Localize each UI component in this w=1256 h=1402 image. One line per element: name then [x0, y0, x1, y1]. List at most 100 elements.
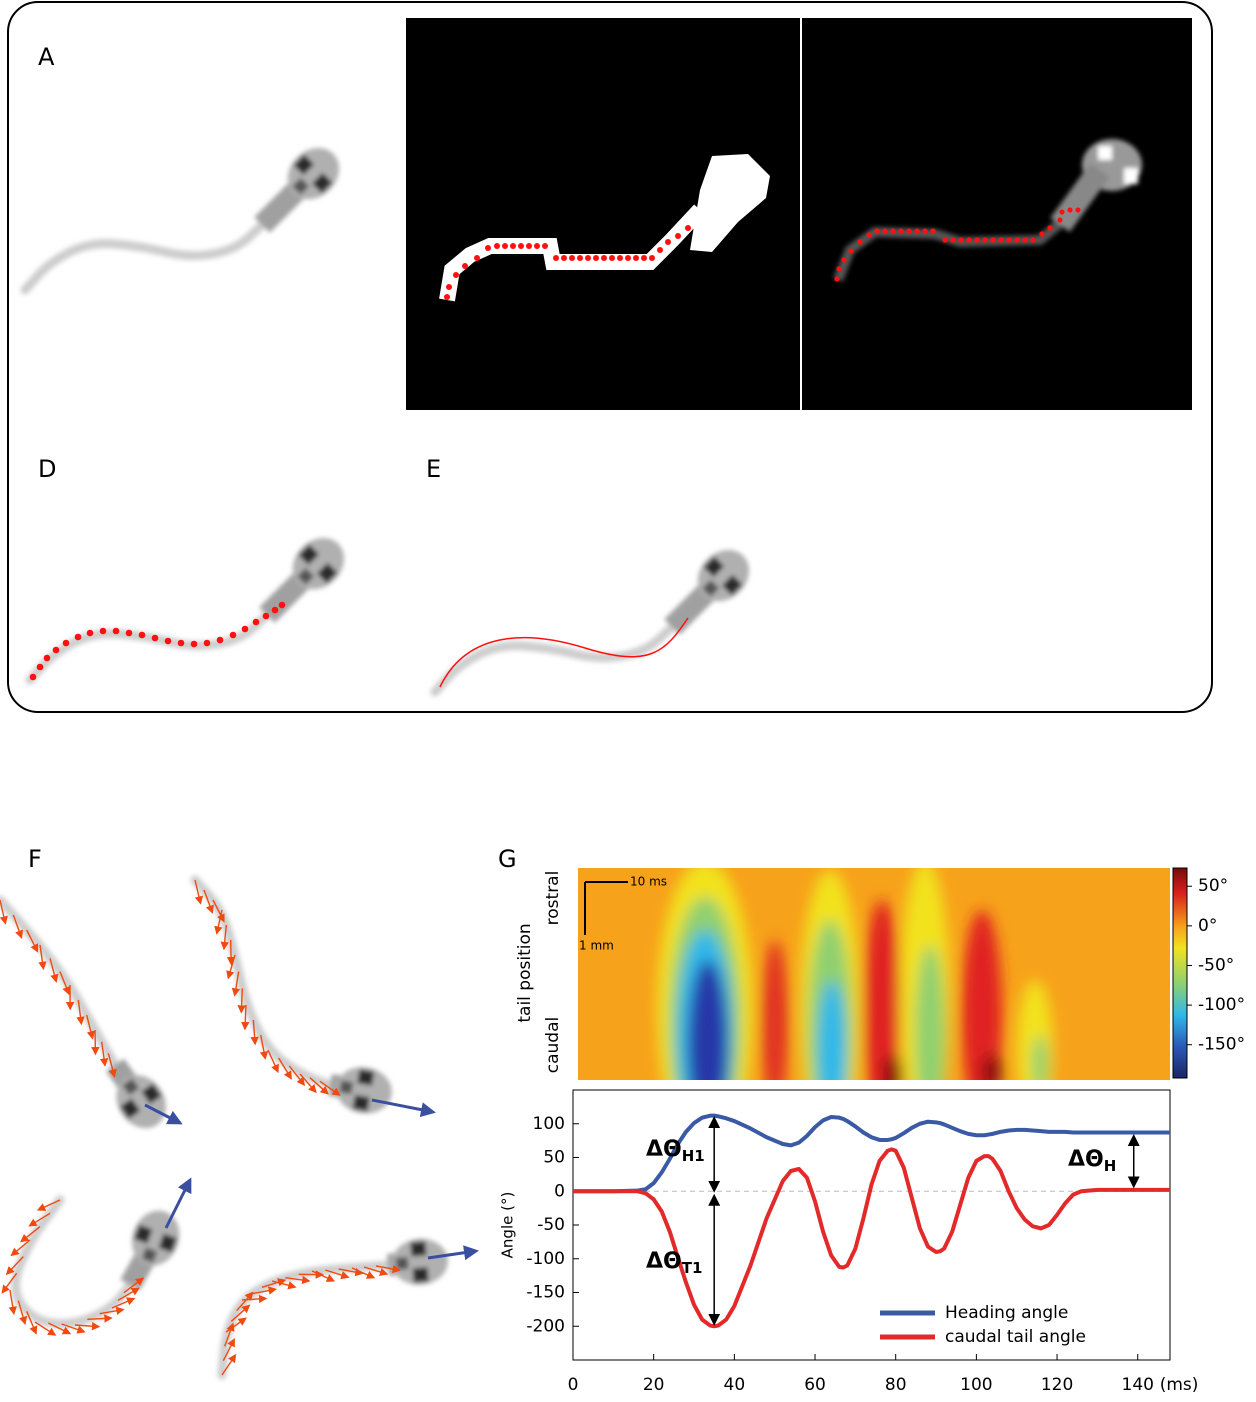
panel-label: G — [498, 845, 517, 873]
eye — [293, 154, 315, 175]
vector-arrow — [251, 1286, 277, 1295]
centerline-dot — [271, 606, 279, 614]
centerline-dot — [966, 237, 972, 243]
fish-tail — [190, 875, 335, 1090]
centerline-dot — [974, 237, 980, 243]
centerline-dot — [982, 237, 988, 243]
eye — [134, 1224, 153, 1244]
heading-arrow — [427, 1245, 479, 1261]
centerline-dot — [99, 627, 107, 635]
eye — [141, 1247, 158, 1263]
panel-c-image — [802, 18, 1192, 410]
centerline-dot — [930, 228, 936, 234]
centerline-dot — [518, 243, 524, 249]
vector-arrow — [285, 1275, 311, 1285]
annotation: ΔΘT1 — [646, 1249, 702, 1277]
fish-tail — [25, 610, 272, 685]
centerline-dot — [1075, 207, 1081, 213]
centerline-dot — [164, 637, 172, 645]
y-tick-label: -200 — [526, 1316, 565, 1336]
vector-arrow — [225, 1317, 247, 1333]
vector-arrow — [107, 1053, 117, 1078]
centerline-dot — [494, 243, 500, 249]
centerline-dot — [898, 228, 904, 234]
eye — [703, 556, 725, 577]
centerline-dot — [1039, 231, 1045, 237]
eye — [298, 544, 320, 565]
fish-head — [116, 1075, 166, 1129]
annotation-symbol: ΔΘ — [646, 1249, 682, 1274]
y-tick-label: 100 — [533, 1114, 565, 1134]
x-unit: (ms) — [1160, 1375, 1199, 1395]
vector-arrow — [85, 1014, 95, 1040]
vector-arrow — [76, 999, 85, 1026]
x-tick-label: 0 — [568, 1375, 579, 1395]
centerline-dot — [990, 237, 996, 243]
fish-head — [292, 537, 345, 590]
panel-label: C — [815, 43, 832, 71]
centerline-dot — [485, 245, 491, 251]
centerline-dot — [74, 633, 82, 641]
vector-arrow — [17, 1300, 28, 1326]
y-tick-label: -100 — [526, 1249, 565, 1269]
centerline-dot — [534, 243, 540, 249]
heading-arrow — [144, 1103, 183, 1125]
vector-arrow — [338, 1268, 364, 1277]
centerline-dot — [502, 243, 508, 249]
fish-body — [190, 875, 392, 1114]
centerline-dot — [241, 625, 249, 633]
head — [392, 1238, 448, 1285]
fish-images — [0, 147, 750, 1380]
vector-arrow — [20, 1226, 41, 1243]
centerline-dot — [609, 255, 615, 261]
centerline-dot — [665, 239, 671, 245]
centerline-dot — [1067, 207, 1073, 213]
vector-arrow — [231, 971, 241, 997]
vector-arrow — [222, 1338, 235, 1361]
annotation-subscript: T1 — [682, 1259, 703, 1277]
fish — [430, 549, 750, 697]
fish — [0, 895, 166, 1129]
vector-arrow — [212, 899, 225, 923]
vector-arrow — [241, 1004, 250, 1031]
vector-arrow — [87, 1314, 113, 1323]
centerline-dot — [278, 601, 286, 609]
centerline-dot — [906, 228, 912, 234]
centerline-dot — [1057, 217, 1063, 223]
centerline-dot — [125, 629, 133, 637]
centerline-dot — [585, 255, 591, 261]
vector-arrow — [259, 1034, 269, 1060]
centerline-dot — [1030, 237, 1036, 243]
x-tick-label: 100 — [960, 1375, 992, 1395]
panel-label: D — [38, 455, 56, 483]
vector-arrow — [194, 879, 204, 905]
centerline-dot — [510, 243, 516, 249]
eye — [410, 1241, 427, 1257]
eye — [395, 1256, 409, 1270]
colorbar-tick-label: -50° — [1198, 955, 1234, 975]
centerline-dot — [998, 237, 1004, 243]
vector-arrow — [99, 1041, 109, 1067]
centerline-dot — [617, 255, 623, 261]
fish — [190, 875, 392, 1114]
panel-label: A — [38, 43, 55, 71]
centerline-dot — [138, 631, 146, 639]
panel-label: E — [426, 455, 441, 483]
vector-arrow — [26, 929, 39, 953]
series-line — [573, 1113, 1170, 1194]
centerline-dot — [1006, 237, 1012, 243]
panel-label: F — [28, 845, 42, 873]
centerline-dot — [950, 237, 956, 243]
vector-arrow — [8, 1289, 17, 1316]
scale-bar — [584, 881, 628, 935]
fish-body — [430, 549, 750, 697]
colorbar-tick-label: -150° — [1198, 1035, 1245, 1055]
heading-arrow — [164, 1177, 192, 1229]
vector-arrow — [5, 1256, 24, 1276]
centerline-dot — [229, 631, 237, 639]
centerline-dot — [262, 612, 270, 620]
centerline-dot — [685, 225, 691, 231]
centerline-dot — [444, 294, 450, 300]
vector-arrow — [309, 1077, 329, 1095]
vector-arrow — [319, 1080, 341, 1096]
